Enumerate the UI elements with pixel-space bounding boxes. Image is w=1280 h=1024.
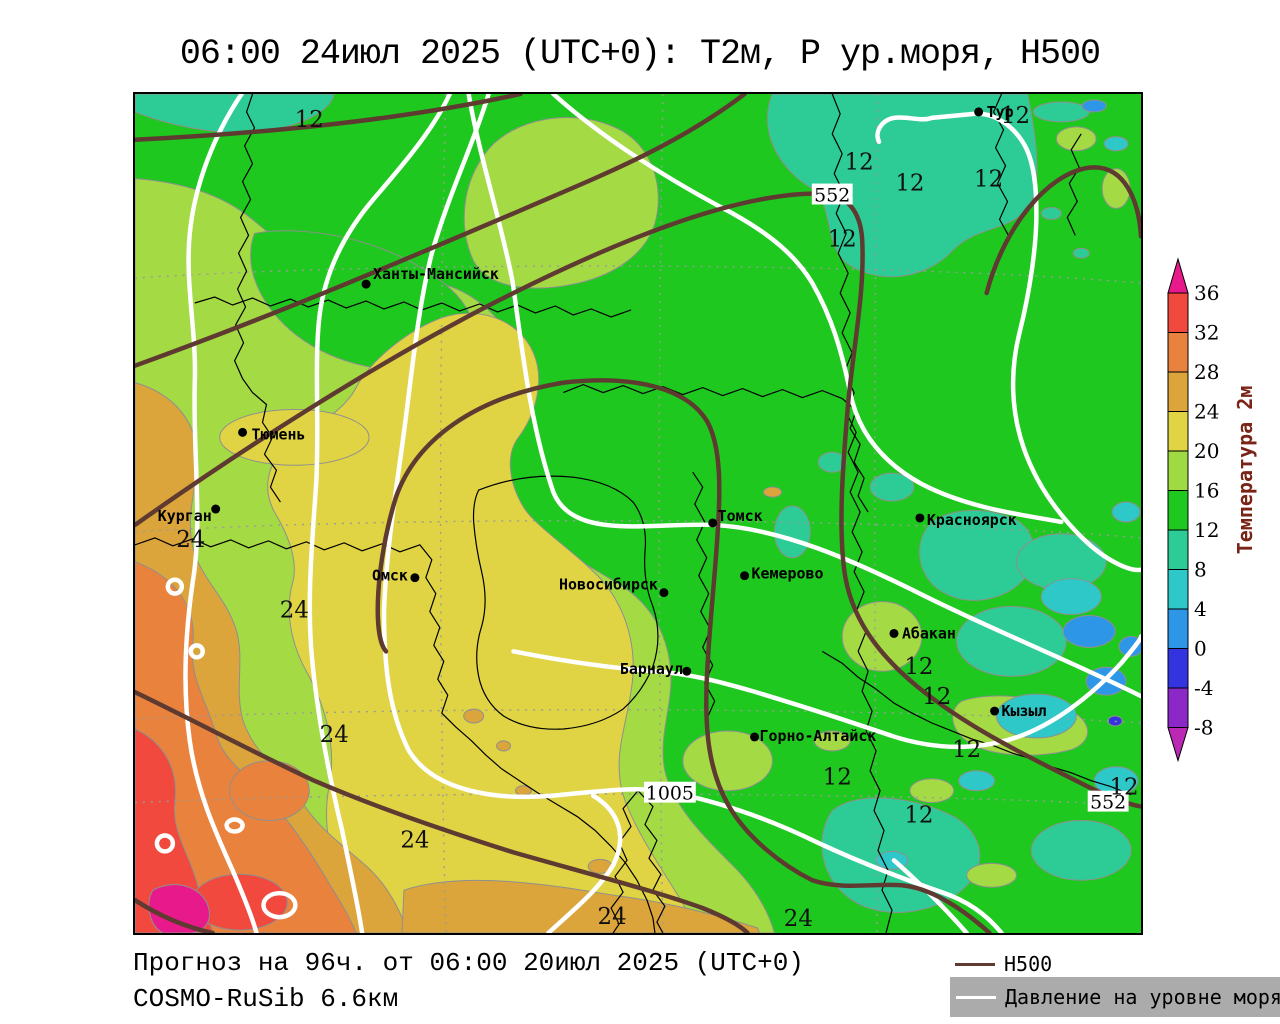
colorbar-tick-label: 12 bbox=[1194, 518, 1219, 542]
city-marker bbox=[915, 513, 925, 523]
temperature-label: 12 bbox=[1001, 103, 1030, 129]
colorbar-tick-label: 36 bbox=[1194, 281, 1219, 305]
colorbar-tick-label: 32 bbox=[1194, 321, 1219, 345]
city-marker bbox=[750, 732, 760, 742]
pressure-line-swatch bbox=[956, 995, 996, 999]
legend-pressure-row: Давление на уровне моря bbox=[950, 977, 1280, 1017]
h500-contours bbox=[135, 94, 1141, 933]
temperature-label: 12 bbox=[823, 765, 852, 791]
colorbar-tick-label: 28 bbox=[1194, 360, 1219, 384]
colorbar-segment bbox=[1167, 371, 1189, 412]
city-label: Томск bbox=[718, 507, 763, 525]
city-label: Омск bbox=[372, 567, 408, 585]
city-marker bbox=[211, 504, 221, 514]
colorbar-segment bbox=[1167, 529, 1189, 570]
colorbar-tick-label: 16 bbox=[1194, 479, 1219, 503]
contour-value-box bbox=[643, 781, 696, 803]
city-label: Кызыл bbox=[1002, 702, 1047, 720]
city-label: Тур bbox=[987, 103, 1014, 121]
temperature-label: 12 bbox=[828, 226, 857, 252]
temperature-label: 12 bbox=[904, 803, 933, 829]
map-canvas: 552 552 1005 12 12 12 12 12 12 12 12 12 12 12 12 24 24 24… bbox=[135, 94, 1141, 933]
temperature-label: 24 bbox=[400, 827, 429, 853]
pressure-contours bbox=[154, 94, 1141, 933]
colorbar-segment bbox=[1167, 450, 1189, 491]
colorbar-tick-label: -8 bbox=[1194, 716, 1213, 740]
colorbar-over-arrow bbox=[1167, 257, 1189, 294]
model-name: COSMO-RuSib 6.6км bbox=[133, 984, 399, 1014]
city-label: Абакан bbox=[902, 624, 956, 642]
temperature-label: 12 bbox=[845, 150, 874, 176]
temperature-label: 24 bbox=[176, 527, 205, 553]
colorbar-segment bbox=[1167, 687, 1189, 728]
city-marker bbox=[889, 628, 899, 638]
temperature-label: 12 bbox=[974, 167, 1003, 193]
city-label: Горно-Алтайск bbox=[760, 727, 877, 745]
colorbar-tick-label: 8 bbox=[1194, 558, 1207, 582]
city-marker bbox=[361, 279, 371, 289]
colorbar-segment bbox=[1167, 332, 1189, 373]
forecast-map: 552 552 1005 12 12 12 12 12 12 12 12 12 12 12 12 24 24 24… bbox=[133, 92, 1143, 935]
temperature-colorbar: 36 32 28 24 20 16 12 8 4 0 -4 -8 bbox=[1160, 250, 1280, 775]
colorbar-tick-label: 24 bbox=[1194, 400, 1219, 424]
city-marker bbox=[659, 588, 669, 598]
legend-h500-row: H500 bbox=[955, 952, 1052, 976]
city-marker bbox=[410, 573, 420, 583]
colorbar-tick-label: 20 bbox=[1194, 439, 1219, 463]
city-label: Красноярск bbox=[927, 511, 1017, 529]
city-marker bbox=[990, 706, 1000, 716]
city-label: Тюмень bbox=[252, 425, 306, 443]
temperature-label: 24 bbox=[280, 598, 309, 624]
contour-value-label: 552 bbox=[1090, 792, 1126, 814]
city-label: Курган bbox=[158, 507, 212, 525]
temperature-label: 12 bbox=[1110, 775, 1139, 801]
map-labels: 552 552 1005 12 12 12 12 12 12 12 12 12 12 12 12 24 24 24… bbox=[158, 103, 1139, 932]
temperature-label: 24 bbox=[784, 906, 813, 932]
city-marker bbox=[238, 427, 248, 437]
contour-value-box bbox=[1087, 790, 1129, 812]
contour-value-label: 552 bbox=[814, 184, 850, 206]
forecast-run-info: Прогноз на 96ч. от 06:00 20июл 2025 (UTC… bbox=[133, 948, 804, 978]
colorbar-tick-label: 0 bbox=[1194, 637, 1207, 661]
colorbar-segment bbox=[1167, 608, 1189, 649]
colorbar-segment bbox=[1167, 411, 1189, 452]
temperature-label: 12 bbox=[904, 654, 933, 680]
city-marker bbox=[708, 518, 718, 528]
colorbar-tick-label: -4 bbox=[1194, 676, 1213, 700]
city-marker bbox=[974, 107, 984, 117]
pressure-legend-label: Давление на уровне моря bbox=[1005, 985, 1280, 1009]
temperature-label: 12 bbox=[295, 107, 324, 133]
temperature-label: 24 bbox=[598, 904, 627, 930]
h500-legend-label: H500 bbox=[1004, 952, 1053, 976]
temperature-label: 12 bbox=[952, 737, 981, 763]
city-marker bbox=[740, 571, 750, 581]
colorbar-scale: 36 32 28 24 20 16 12 8 4 0 -4 -8 bbox=[1167, 257, 1219, 763]
colorbar-segment bbox=[1167, 569, 1189, 610]
city-label: Барнаул bbox=[620, 660, 683, 678]
contour-value-label: 1005 bbox=[646, 783, 694, 805]
h500-line-swatch bbox=[955, 962, 995, 966]
contour-value-box bbox=[811, 183, 853, 205]
city-marker bbox=[682, 666, 692, 676]
temperature-label: 12 bbox=[895, 171, 924, 197]
colorbar-segment bbox=[1167, 490, 1189, 531]
colorbar-segment bbox=[1167, 292, 1189, 333]
map-title: 06:00 24июл 2025 (UTC+0): Т2м, P ур.моря… bbox=[179, 34, 1101, 74]
colorbar-tick-label: 4 bbox=[1194, 597, 1207, 621]
temperature-label: 12 bbox=[922, 684, 951, 710]
temperature-label: 24 bbox=[320, 722, 349, 748]
city-label: Новосибирск bbox=[559, 576, 658, 594]
city-label: Кемерово bbox=[752, 565, 824, 583]
colorbar-segment bbox=[1167, 648, 1189, 689]
colorbar-title: Температура 2м bbox=[1233, 385, 1257, 555]
colorbar-under-arrow bbox=[1167, 727, 1189, 763]
city-label: Ханты-Мансийск bbox=[373, 265, 499, 283]
